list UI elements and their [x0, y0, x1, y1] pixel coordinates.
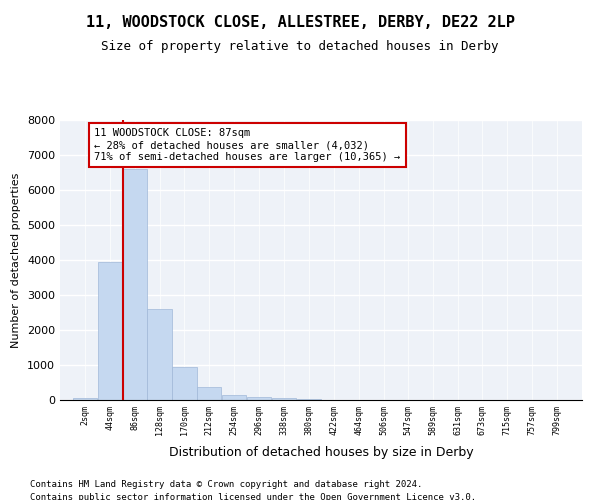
- Y-axis label: Number of detached properties: Number of detached properties: [11, 172, 22, 348]
- Text: Contains HM Land Registry data © Crown copyright and database right 2024.: Contains HM Land Registry data © Crown c…: [30, 480, 422, 489]
- Text: 11, WOODSTOCK CLOSE, ALLESTREE, DERBY, DE22 2LP: 11, WOODSTOCK CLOSE, ALLESTREE, DERBY, D…: [86, 15, 514, 30]
- Bar: [122, 169, 147, 400]
- Bar: [172, 367, 197, 400]
- Text: Contains public sector information licensed under the Open Government Licence v3: Contains public sector information licen…: [30, 492, 476, 500]
- Bar: [297, 399, 321, 400]
- Bar: [247, 397, 271, 400]
- Bar: [73, 398, 97, 400]
- X-axis label: Distribution of detached houses by size in Derby: Distribution of detached houses by size …: [169, 446, 473, 459]
- Bar: [272, 398, 296, 400]
- Text: 11 WOODSTOCK CLOSE: 87sqm
← 28% of detached houses are smaller (4,032)
71% of se: 11 WOODSTOCK CLOSE: 87sqm ← 28% of detac…: [94, 128, 401, 162]
- Bar: [98, 262, 122, 400]
- Bar: [197, 386, 221, 400]
- Bar: [148, 309, 172, 400]
- Text: Size of property relative to detached houses in Derby: Size of property relative to detached ho…: [101, 40, 499, 53]
- Bar: [222, 395, 247, 400]
